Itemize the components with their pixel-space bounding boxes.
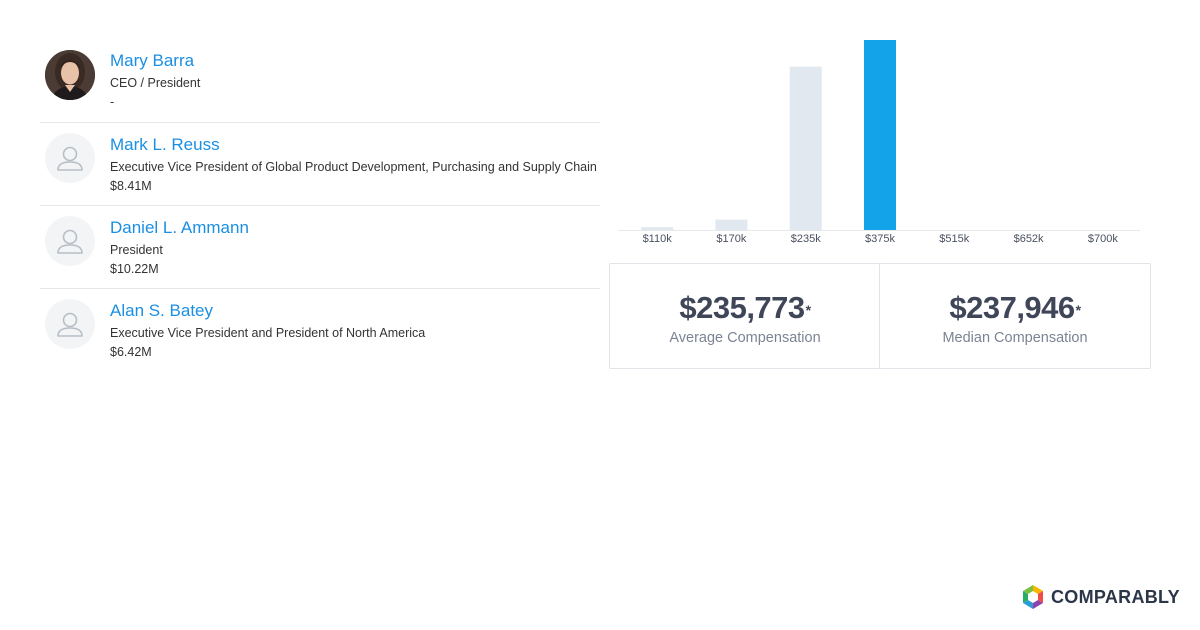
executive-row[interactable]: Daniel L. Ammann President $10.22M xyxy=(40,206,600,289)
footnote-mark: * xyxy=(805,302,811,318)
x-tick-label: $375k xyxy=(865,233,895,245)
executive-list: Mary Barra CEO / President - Mark L. Reu… xyxy=(40,40,600,371)
executive-compensation: - xyxy=(110,95,115,109)
executive-title: Executive Vice President and President o… xyxy=(110,326,426,340)
executive-row[interactable]: Alan S. Batey Executive Vice President a… xyxy=(40,289,600,371)
average-compensation-card: $235,773* Average Compensation xyxy=(609,263,881,369)
brand-name: COMPARABLY xyxy=(1050,586,1180,607)
executive-name[interactable]: Mary Barra xyxy=(110,51,195,70)
x-tick-label: $235k xyxy=(791,233,821,245)
x-tick-label: $652k xyxy=(1014,233,1044,245)
executive-row[interactable]: Mary Barra CEO / President - xyxy=(40,40,600,123)
executive-title: Executive Vice President of Global Produ… xyxy=(110,160,597,174)
user-placeholder-icon xyxy=(57,146,83,171)
median-compensation-card: $237,946* Median Compensation xyxy=(879,263,1151,369)
comparably-logo-icon xyxy=(1022,585,1043,609)
histogram-bar[interactable] xyxy=(641,227,674,230)
executive-compensation: $6.42M xyxy=(110,345,152,359)
compensation-histogram: $110k $170k $235k $375k $515k $652k $700k xyxy=(610,30,1150,250)
user-placeholder-icon xyxy=(57,229,83,254)
avatar[interactable] xyxy=(45,133,95,183)
average-value-text: $235,773 xyxy=(679,290,805,325)
executive-name[interactable]: Daniel L. Ammann xyxy=(110,218,249,237)
avatar[interactable] xyxy=(45,299,95,349)
median-value-text: $237,946 xyxy=(949,290,1075,325)
x-tick-label: $700k xyxy=(1088,233,1118,245)
median-compensation-value: $237,946* xyxy=(880,290,1150,326)
avatar[interactable] xyxy=(45,216,95,266)
x-tick-label: $515k xyxy=(939,233,969,245)
average-compensation-label: Average Compensation xyxy=(669,330,821,346)
executive-row[interactable]: Mark L. Reuss Executive Vice President o… xyxy=(40,123,600,206)
person-photo xyxy=(45,50,95,100)
histogram-bar[interactable] xyxy=(864,40,896,230)
executive-title: President xyxy=(110,243,163,257)
executive-name[interactable]: Mark L. Reuss xyxy=(110,135,220,154)
executive-title: CEO / President xyxy=(110,76,201,90)
footnote-mark: * xyxy=(1075,302,1081,318)
x-tick-label: $110k xyxy=(643,233,673,245)
user-placeholder-icon xyxy=(57,312,83,337)
executive-compensation: $10.22M xyxy=(110,262,159,276)
histogram-bar[interactable] xyxy=(789,66,822,230)
compensation-stats: $235,773* Average Compensation $237,946*… xyxy=(609,263,1151,369)
brand-logo[interactable]: COMPARABLY xyxy=(1020,584,1180,610)
histogram-svg: $110k $170k $235k $375k $515k $652k $700k xyxy=(618,40,1140,245)
executive-compensation: $8.41M xyxy=(110,179,152,193)
histogram-bar[interactable] xyxy=(715,219,748,230)
x-tick-label: $170k xyxy=(716,233,746,245)
avatar[interactable] xyxy=(45,50,95,100)
executive-name[interactable]: Alan S. Batey xyxy=(110,301,214,320)
average-compensation-value: $235,773* xyxy=(610,290,880,326)
median-compensation-label: Median Compensation xyxy=(942,330,1088,346)
